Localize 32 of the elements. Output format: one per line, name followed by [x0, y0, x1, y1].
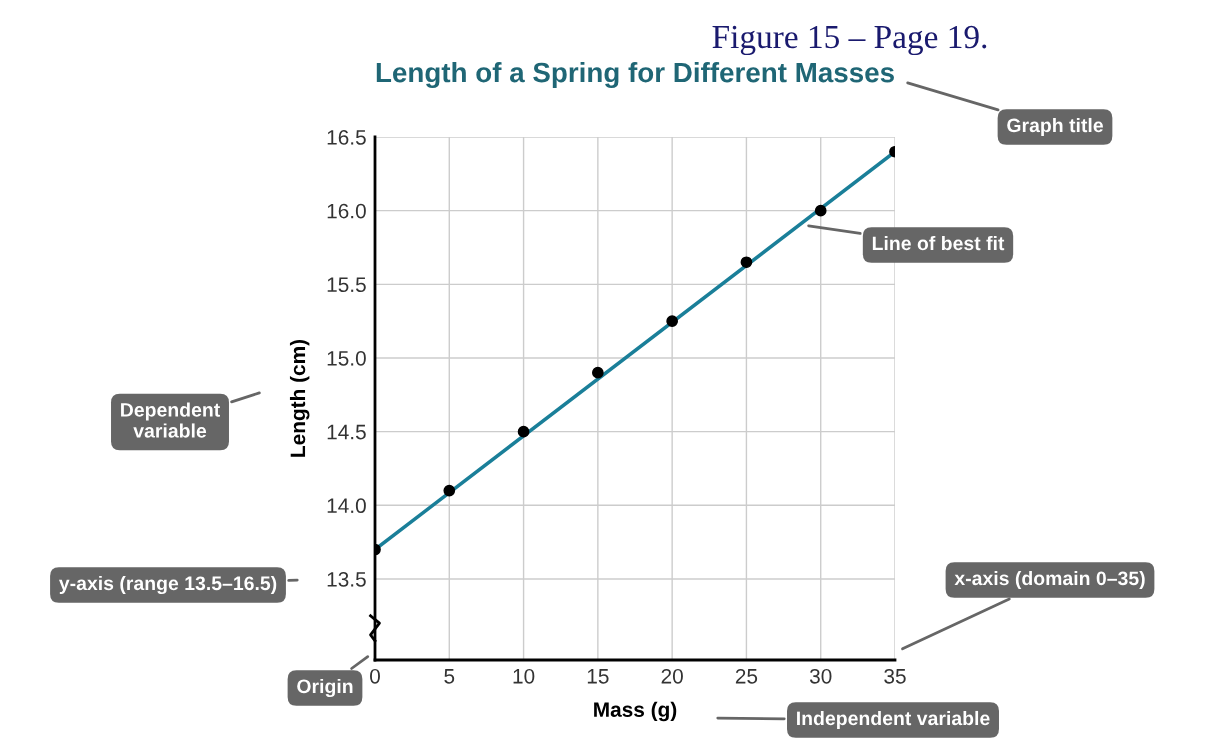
x-tick-label: 35	[884, 668, 906, 684]
point	[443, 484, 456, 497]
x-tick-label: 10	[513, 668, 535, 684]
caption: Figure 15 – Page 19.	[712, 25, 987, 56]
point	[592, 366, 604, 379]
x-tick-label: 0	[370, 668, 380, 684]
text: Independent variable	[797, 710, 990, 730]
y-axis-title: Length (cm)	[289, 339, 310, 457]
y-tick-label: 13.5	[327, 571, 366, 587]
x-tick-label: 15	[587, 669, 609, 684]
x-tick-label: 25	[735, 668, 758, 684]
point	[517, 425, 530, 438]
y-tick-label: 16.0	[327, 203, 366, 219]
point	[814, 204, 827, 217]
text: y-axis (range 13.5–16.5)	[58, 575, 277, 595]
y-tick-label: 16.5	[327, 130, 366, 145]
x-tick-label: 20	[661, 668, 683, 684]
y-tick-label: 14.5	[327, 424, 366, 440]
text: Dependent variable	[121, 402, 220, 438]
chart-title: Length of a Spring for Different Masses	[376, 61, 894, 89]
point	[666, 315, 678, 328]
y-tick-label: 15.0	[327, 350, 366, 366]
annotation: Line of best fit	[872, 235, 1005, 251]
x-tick-label: 5	[444, 669, 455, 684]
text: Origin	[297, 678, 353, 698]
text: x-axis (domain 0–35)	[954, 570, 1145, 590]
x-tick-label: 30	[809, 668, 832, 684]
x-axis-title: Mass (g)	[594, 701, 677, 722]
y-tick-label: 15.5	[327, 277, 366, 293]
text: Graph title	[1007, 117, 1103, 137]
point	[740, 256, 753, 269]
y-tick-label: 14.0	[327, 498, 366, 514]
